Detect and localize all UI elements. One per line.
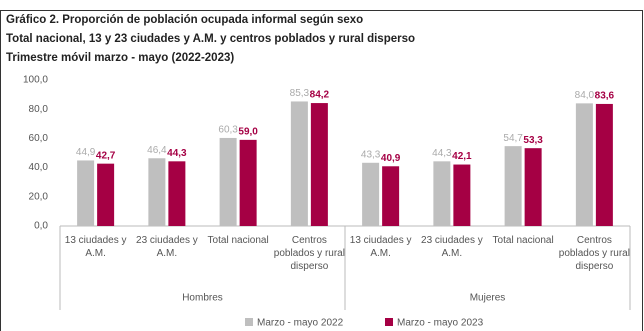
value-label: 46,4 bbox=[147, 145, 167, 156]
legend-label: Marzo - mayo 2023 bbox=[397, 318, 484, 329]
y-tick-label: 0,0 bbox=[34, 221, 48, 232]
value-label: 40,9 bbox=[381, 153, 401, 164]
x-tick-label: Centros poblados y rural disperso bbox=[273, 235, 345, 272]
legend-label: Marzo - mayo 2022 bbox=[257, 318, 344, 329]
value-label: 43,3 bbox=[361, 149, 381, 160]
y-tick-label: 20,0 bbox=[29, 191, 49, 202]
chart-subtitle: Trimestre móvil marzo - mayo (2022-2023) bbox=[6, 52, 234, 64]
value-label: 59,0 bbox=[238, 127, 258, 138]
chart-title: Gráfico 2. Proporción de población ocupa… bbox=[6, 14, 363, 26]
bar bbox=[239, 139, 257, 226]
frame bbox=[0, 10, 643, 331]
value-label: 44,9 bbox=[76, 147, 96, 158]
bar bbox=[148, 158, 166, 226]
bar bbox=[433, 161, 451, 226]
bar bbox=[310, 103, 328, 226]
value-label: 42,7 bbox=[96, 150, 116, 161]
x-tick-label: Centros poblados y rural disperso bbox=[558, 235, 630, 272]
bar bbox=[168, 161, 186, 226]
bar bbox=[595, 103, 613, 226]
value-label: 54,7 bbox=[503, 133, 523, 144]
x-tick-label: Total nacional bbox=[492, 235, 554, 246]
x-tick-label: 13 ciudades y A.M. bbox=[64, 235, 127, 259]
x-tick-label: 23 ciudades y A.M. bbox=[136, 235, 198, 259]
x-tick-label: 23 ciudades y A.M. bbox=[421, 235, 483, 259]
bar bbox=[97, 163, 115, 226]
value-label: 42,1 bbox=[452, 151, 472, 162]
legend-swatch bbox=[385, 318, 393, 326]
bar bbox=[77, 160, 95, 226]
bar bbox=[575, 103, 593, 226]
group-label: Mujeres bbox=[470, 293, 506, 304]
bar bbox=[290, 101, 308, 226]
group-label: Hombres bbox=[182, 293, 223, 304]
y-tick-label: 100,0 bbox=[23, 75, 48, 86]
x-tick-label: 13 ciudades y A.M. bbox=[349, 235, 412, 259]
bar bbox=[524, 148, 542, 226]
value-label: 85,3 bbox=[290, 88, 310, 99]
y-tick-label: 80,0 bbox=[29, 104, 49, 115]
value-label: 83,6 bbox=[595, 91, 615, 102]
x-tick-label: Total nacional bbox=[207, 235, 269, 246]
legend-swatch bbox=[245, 318, 253, 326]
chart-subtitle: Total nacional, 13 y 23 ciudades y A.M. … bbox=[6, 33, 415, 45]
bar bbox=[453, 164, 471, 226]
value-label: 44,3 bbox=[167, 148, 187, 159]
value-label: 53,3 bbox=[523, 135, 543, 146]
value-label: 84,2 bbox=[310, 90, 330, 101]
bar bbox=[504, 146, 522, 226]
value-label: 44,3 bbox=[432, 148, 452, 159]
value-label: 84,0 bbox=[575, 90, 595, 101]
bar bbox=[382, 166, 400, 226]
bar bbox=[362, 162, 380, 226]
y-tick-label: 60,0 bbox=[29, 133, 49, 144]
bar bbox=[219, 137, 237, 226]
value-label: 60,3 bbox=[218, 125, 238, 136]
y-tick-label: 40,0 bbox=[29, 162, 49, 173]
